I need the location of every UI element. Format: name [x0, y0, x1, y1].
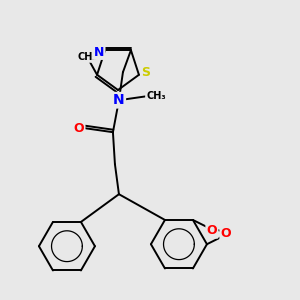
Text: N: N: [113, 93, 125, 107]
Text: CH₃: CH₃: [77, 52, 97, 62]
Text: S: S: [141, 66, 150, 79]
Text: O: O: [74, 122, 84, 135]
Text: O: O: [220, 227, 231, 240]
Text: O: O: [207, 224, 217, 238]
Text: CH₃: CH₃: [146, 91, 166, 101]
Text: N: N: [94, 46, 104, 59]
